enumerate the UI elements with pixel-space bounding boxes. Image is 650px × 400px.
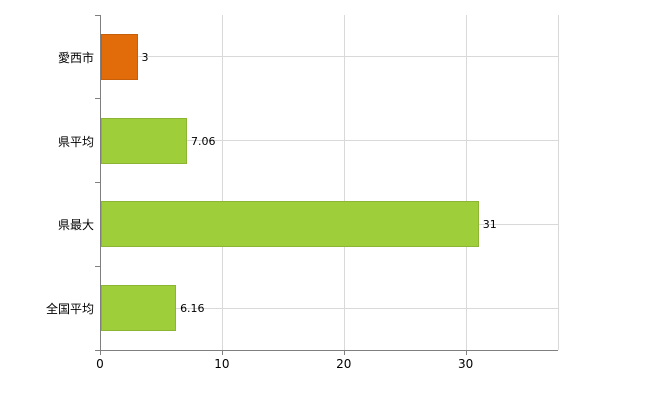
horizontal-gridline xyxy=(101,140,558,142)
value-label: 7.06 xyxy=(191,134,216,148)
x-tick-label: 30 xyxy=(457,357,474,371)
y-axis-tick xyxy=(95,14,100,16)
vertical-gridline xyxy=(466,15,468,350)
y-axis-tick xyxy=(95,182,100,183)
bar-3 xyxy=(101,285,177,332)
x-tick-label: 0 xyxy=(96,357,104,371)
category-label: 全国平均 xyxy=(45,302,94,317)
value-label: 31 xyxy=(482,218,497,232)
horizontal-gridline xyxy=(101,307,558,309)
vertical-gridline xyxy=(557,15,559,350)
x-tick-label: 20 xyxy=(336,357,352,371)
bar-1 xyxy=(101,117,188,164)
vertical-gridline xyxy=(344,15,346,350)
x-axis-tick xyxy=(465,351,467,355)
y-axis-tick xyxy=(95,349,100,351)
category-label: 県平均 xyxy=(57,134,94,149)
x-axis-tick xyxy=(343,351,345,355)
category-label: 愛西市 xyxy=(57,50,94,65)
y-axis-tick xyxy=(95,265,100,267)
x-tick-label: 10 xyxy=(214,357,230,371)
x-axis-tick xyxy=(221,351,223,355)
y-axis-tick xyxy=(95,98,100,100)
value-label: 3 xyxy=(141,50,149,64)
category-label: 県最大 xyxy=(57,218,94,233)
value-label: 6.16 xyxy=(180,302,205,316)
x-axis-tick xyxy=(100,351,101,355)
vertical-gridline xyxy=(222,15,224,350)
bar-2 xyxy=(101,201,479,248)
bar-0 xyxy=(101,33,138,80)
plot-area: 3 7.06 31 6.16 xyxy=(100,15,559,351)
horizontal-gridline xyxy=(101,56,558,58)
